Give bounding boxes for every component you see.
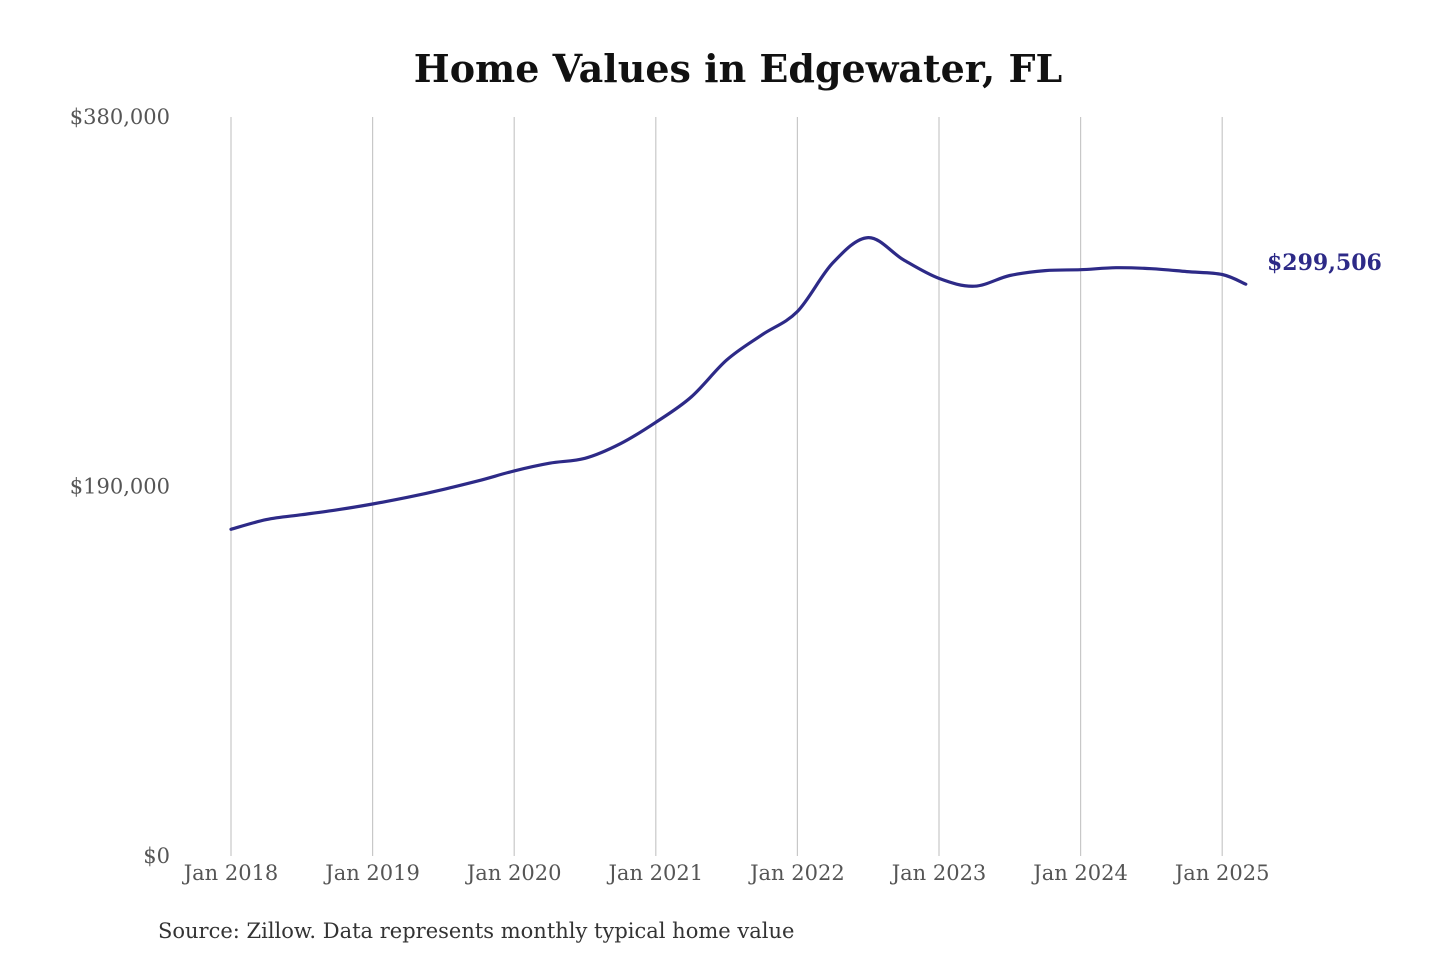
x-tick-label: Jan 2022 — [748, 861, 845, 885]
gridlines — [230, 117, 1223, 856]
x-tick-label: Jan 2025 — [1173, 861, 1270, 885]
x-tick-label: Jan 2020 — [465, 861, 562, 885]
x-tick-label: Jan 2023 — [890, 861, 987, 885]
source-note: Source: Zillow. Data represents monthly … — [158, 919, 794, 943]
end-value-label: $299,506 — [1267, 250, 1382, 276]
home-value-line — [229, 235, 1248, 531]
x-tick-label: Jan 2018 — [182, 861, 279, 885]
y-tick-label: $380,000 — [70, 105, 170, 129]
x-tick-label: Jan 2019 — [323, 861, 420, 885]
series — [229, 235, 1248, 531]
chart-title: Home Values in Edgewater, FL — [414, 46, 1062, 91]
x-axis-ticks: Jan 2018 Jan 2019 Jan 2020 Jan 2021 Jan 2022… — [182, 861, 1270, 885]
y-axis-ticks: $0 $190,000 $380,000 — [70, 105, 170, 868]
x-tick-label: Jan 2024 — [1031, 861, 1128, 885]
y-tick-label: $0 — [143, 844, 170, 868]
x-tick-label: Jan 2021 — [607, 861, 704, 885]
y-tick-label: $190,000 — [70, 475, 170, 499]
